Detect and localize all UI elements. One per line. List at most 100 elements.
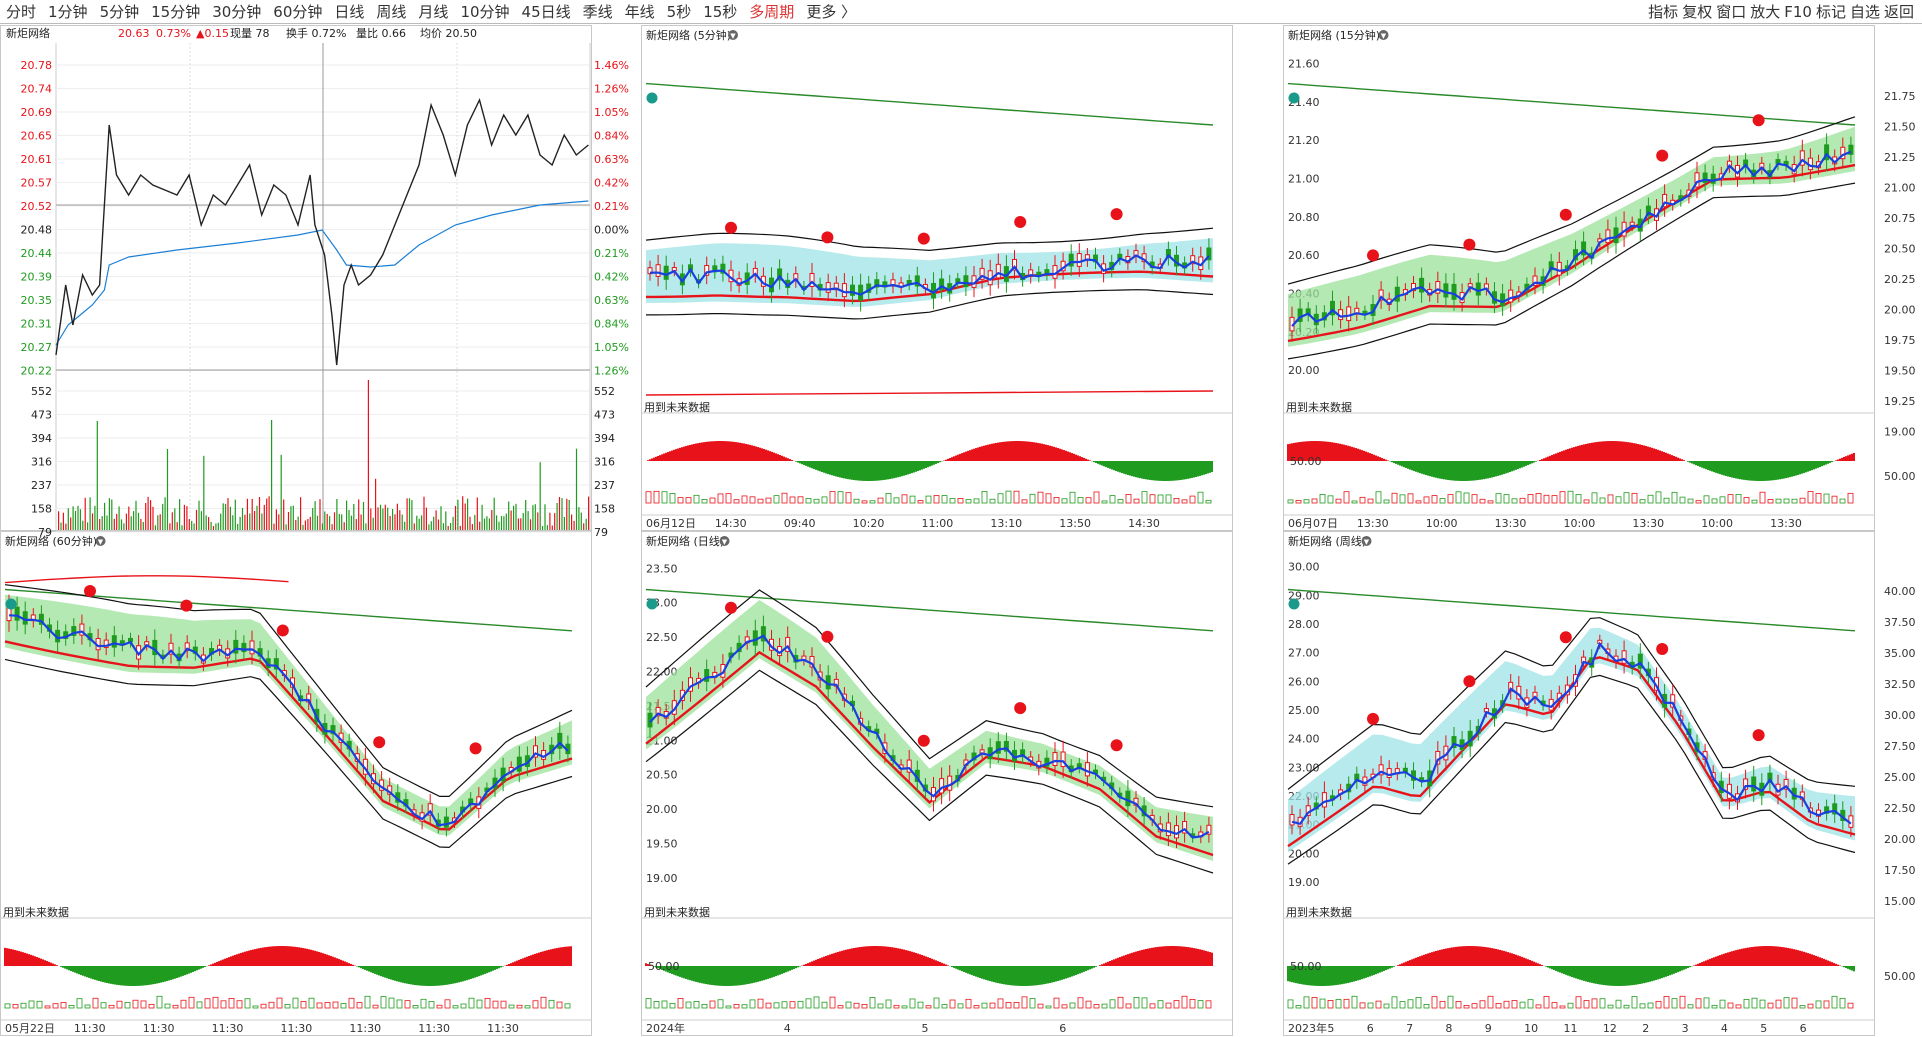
timeframe-6[interactable]: 日线: [334, 2, 365, 21]
intraday-volume-axis-right: 552 473 394 316 237 158 79: [594, 385, 615, 539]
m15-title-dropdown-icon[interactable]: [1378, 30, 1389, 40]
candle-body: [1321, 792, 1327, 808]
sub-volume-bar: [645, 998, 652, 1009]
right-axis-bottom-tick: 30.00: [1884, 709, 1916, 722]
volume-bar: [406, 498, 408, 530]
sub-volume-bar: [981, 490, 988, 504]
sub-volume-bar: [837, 1005, 844, 1009]
intraday-price-tick: 20.39: [21, 271, 53, 284]
timeframe-14[interactable]: 15秒: [703, 2, 738, 21]
intraday-price-tick: 20.78: [21, 59, 53, 72]
volume-bar: [186, 506, 188, 530]
tool-4[interactable]: F10: [1784, 3, 1812, 21]
timeframe-15[interactable]: 多周期: [749, 2, 795, 21]
sub-volume-bar: [324, 1002, 331, 1009]
sub-volume-bar: [749, 496, 756, 504]
tool-6[interactable]: 自选: [1849, 3, 1880, 21]
buy-signal-icon: [725, 221, 737, 234]
sub-volume-bar: [1399, 494, 1406, 504]
volume-bar: [401, 514, 403, 530]
sub-volume-bar: [1639, 1003, 1646, 1009]
week-ytick: 30.00: [1288, 561, 1320, 574]
sub-volume-bar: [1551, 1002, 1558, 1009]
m60-time-label: 11:30: [281, 1022, 313, 1035]
intraday-pct-axis: 1.46% 1.26% 1.05% 0.84% 0.63% 0.42% 0.21% 0.00%…: [594, 59, 629, 378]
volume-bar: [437, 519, 440, 530]
m15-time-label: 10:00: [1564, 517, 1596, 530]
candle-body: [1206, 247, 1212, 261]
volume-bar: [225, 503, 227, 530]
m60-title-dropdown-icon[interactable]: [95, 536, 106, 546]
volume-bar: [319, 499, 321, 530]
candle-body: [1378, 764, 1384, 776]
sub-volume-bar: [1695, 500, 1702, 504]
sub-volume-bar: [252, 1005, 259, 1009]
multi-period-chart-area: 新炬网络 20.63 0.73% ▲0.15 现量 78 换手 0.72% 量比…: [0, 25, 1916, 1036]
sub-volume-bar: [1479, 498, 1486, 504]
week-title-dropdown-icon[interactable]: [1361, 536, 1372, 546]
timeframe-1[interactable]: 1分钟: [48, 2, 88, 21]
m15-ma-blue: [1291, 150, 1852, 327]
day-title-dropdown-icon[interactable]: [719, 536, 730, 546]
volume-bar: [251, 499, 253, 530]
candle-body: [1068, 253, 1074, 267]
timeframe-10[interactable]: 45日线: [521, 2, 571, 21]
volume-bar: [546, 525, 548, 530]
m5-title-dropdown-icon[interactable]: [728, 30, 738, 40]
volume-bar: [147, 496, 149, 530]
timeframe-11[interactable]: 季线: [582, 2, 613, 21]
intraday-volume-tick-left: 79: [38, 526, 52, 539]
day-indicator: [645, 946, 1213, 1009]
timeframe-9[interactable]: 10分钟: [460, 2, 510, 21]
volume-bar: [104, 502, 106, 530]
timeframe-8[interactable]: 月线: [418, 2, 449, 21]
candle-body: [777, 268, 783, 281]
timeframe-0[interactable]: 分时: [6, 2, 37, 21]
sub-volume-bar: [1173, 1000, 1180, 1009]
right-axis-bottom-tick: 17.50: [1884, 864, 1916, 877]
candle-body: [273, 658, 279, 670]
sub-volume-bar: [709, 1000, 716, 1009]
volume-bar: [271, 420, 273, 530]
sub-volume-bar: [1077, 997, 1084, 1009]
volume-bar: [498, 521, 500, 530]
sub-volume-bar: [1583, 499, 1590, 504]
volume-bar: [234, 499, 236, 530]
volume-bar: [394, 514, 396, 530]
intraday-price-tick: 20.57: [21, 177, 53, 190]
timeframe-2[interactable]: 5分钟: [99, 2, 140, 21]
volume-bar: [62, 512, 64, 530]
timeframe-12[interactable]: 年线: [624, 2, 655, 21]
timeframe-4[interactable]: 30分钟: [212, 2, 262, 21]
volume-bar: [99, 519, 101, 530]
day-time-label: 6: [1059, 1022, 1066, 1035]
intraday-change: ▲0.15: [196, 27, 229, 40]
day-ma-blue: [649, 634, 1210, 839]
sub-volume-bar: [1519, 1001, 1526, 1009]
volume-bar: [166, 449, 169, 530]
sub-volume-bar: [813, 498, 820, 504]
timeframe-7[interactable]: 周线: [376, 2, 407, 21]
tool-5[interactable]: 标记: [1815, 3, 1846, 21]
tool-7[interactable]: 返回: [1883, 3, 1914, 21]
tool-2[interactable]: 窗口: [1716, 3, 1747, 21]
tool-3[interactable]: 放大: [1750, 3, 1781, 21]
timeframe-16[interactable]: 更多 〉: [806, 2, 857, 21]
candle-body: [1451, 283, 1457, 300]
timeframe-3[interactable]: 15分钟: [151, 2, 201, 21]
sub-volume-bar: [1295, 1005, 1302, 1009]
volume-bar: [74, 511, 77, 530]
sub-volume-bar: [1415, 996, 1422, 1009]
sub-volume-bar: [1615, 999, 1622, 1009]
timeframe-13[interactable]: 5秒: [666, 2, 692, 21]
tool-1[interactable]: 复权: [1682, 3, 1713, 21]
timeframe-5[interactable]: 60分钟: [273, 2, 323, 21]
sub-volume-bar: [965, 499, 972, 504]
volume-bar: [430, 521, 432, 530]
buy-signal-icon: [1367, 712, 1379, 725]
candle-body: [249, 640, 255, 655]
sub-volume-bar: [773, 1002, 780, 1009]
tool-0[interactable]: 指标: [1648, 3, 1679, 21]
candle-body: [1020, 749, 1026, 758]
right-axis-bottom: 40.00 37.50 35.00 32.50 30.00 27.50 25.00 22.50…: [1884, 585, 1916, 983]
